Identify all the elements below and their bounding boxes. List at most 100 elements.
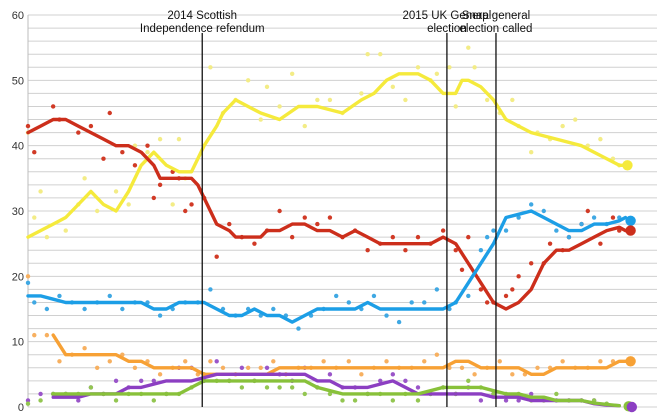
poll-dot [390,398,396,403]
poll-dot [88,385,94,390]
poll-dot [82,306,87,312]
poll-dot [453,104,458,109]
poll-dot [220,365,226,370]
poll-dot [529,261,534,266]
poll-dot [466,378,471,384]
poll-dot [535,365,540,370]
series-trend-line [26,209,628,324]
poll-dot [277,104,282,109]
series-trend-line [51,379,621,408]
poll-dot [378,52,383,57]
gridlines [27,14,657,408]
poll-dot [302,123,307,129]
poll-dot [296,326,301,331]
poll-dot [258,117,263,122]
poll-dot [208,287,213,292]
poll-dot [340,398,345,403]
event-label: Snap general [462,10,530,22]
poll-dot [151,195,156,201]
poll-dot [107,110,112,116]
poll-dot [145,143,150,148]
poll-dot [132,163,138,168]
poll-dot [315,221,320,227]
poll-dot [264,385,270,390]
poll-dot [371,293,377,299]
poll-dot [478,287,484,292]
end-marker [625,356,636,367]
poll-dot [390,372,396,377]
poll-dot [503,228,509,233]
end-marker [625,215,636,226]
poll-dot [346,359,351,364]
poll-dot [566,234,572,240]
poll-dot [560,123,565,129]
poll-dot [359,91,364,96]
poll-dot [510,287,515,292]
poll-dot [38,189,43,194]
poll-dot [227,221,232,227]
y-tick-label: 60 [12,10,24,22]
poll-dot [359,372,364,377]
poll-dot [321,359,326,364]
poll-dot [510,372,515,377]
poll-dot [176,136,182,142]
poll-dot [44,332,50,338]
series-trend-line [51,372,621,408]
poll-dot [547,241,553,246]
poll-dot [529,391,534,397]
poll-dot [38,398,43,403]
poll-dot [573,117,578,122]
event-label: election [427,23,467,35]
poll-dot [214,254,219,259]
poll-dot [346,300,351,305]
poll-dot [484,300,490,305]
y-tick-label: 10 [12,337,24,349]
poll-dot [579,221,584,227]
poll-dot [245,78,251,83]
poll-dot [365,248,370,253]
poll-dot [415,385,421,390]
poll-dot [25,280,31,286]
poll-dot [440,228,446,233]
poll-dot [264,84,270,90]
poll-dot [466,234,471,240]
poll-dot [252,241,257,246]
series-trend-line [26,117,628,311]
poll-dot [472,372,477,377]
poll-dot [157,136,163,142]
poll-dot [32,215,37,220]
event-label: 2014 Scottish [167,10,237,22]
poll-dot [289,385,295,390]
poll-dot [491,228,496,233]
poll-dot [44,306,50,312]
poll-dot [365,52,370,57]
poll-dot [208,65,213,70]
poll-dot [529,202,534,207]
series-trend-line [51,333,628,376]
poll-dot [510,97,515,103]
poll-dot [25,274,31,279]
poll-dot [151,378,156,384]
poll-dot [516,215,521,220]
poll-dot [94,208,100,214]
poll-dot [208,359,213,364]
poll-dot [151,398,156,403]
poll-dot [145,150,150,155]
poll-dot [157,372,163,377]
poll-dot [113,398,119,403]
poll-dot [472,65,477,70]
poll-dot [491,391,496,397]
poll-dot [32,332,37,338]
poll-dot [82,346,87,351]
poll-dot [170,202,175,207]
poll-dot [157,182,163,188]
poll-dot [598,136,603,142]
poll-dot [57,359,62,364]
poll-dot [157,313,163,318]
event-label: 2015 UK General [402,10,491,22]
poll-dot [415,65,421,70]
poll-dot [478,398,484,403]
trend-lines [26,72,628,408]
poll-dot [560,359,565,364]
